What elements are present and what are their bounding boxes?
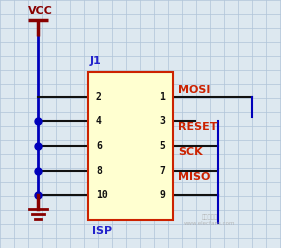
Text: 5: 5 (159, 141, 165, 151)
Text: 9: 9 (159, 190, 165, 200)
Text: 8: 8 (96, 166, 102, 176)
Text: 10: 10 (96, 190, 108, 200)
Text: J1: J1 (90, 56, 102, 66)
Text: 6: 6 (96, 141, 102, 151)
Text: ISP: ISP (92, 226, 112, 236)
Text: RESET: RESET (178, 122, 217, 132)
Text: VCC: VCC (28, 6, 53, 16)
Text: 7: 7 (159, 166, 165, 176)
Text: MISO: MISO (178, 172, 210, 182)
Text: 3: 3 (159, 116, 165, 126)
Text: 2: 2 (96, 92, 102, 102)
Text: 4: 4 (96, 116, 102, 126)
Bar (88, 72, 173, 220)
Text: 电子发烧友
www.elecfans.com: 电子发烧友 www.elecfans.com (184, 214, 236, 226)
Text: 1: 1 (159, 92, 165, 102)
Text: MOSI: MOSI (178, 85, 210, 95)
Text: SCK: SCK (178, 147, 203, 157)
